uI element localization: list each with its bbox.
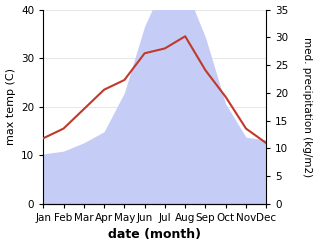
X-axis label: date (month): date (month) (108, 228, 201, 242)
Y-axis label: max temp (C): max temp (C) (5, 68, 16, 145)
Y-axis label: med. precipitation (kg/m2): med. precipitation (kg/m2) (302, 37, 313, 177)
